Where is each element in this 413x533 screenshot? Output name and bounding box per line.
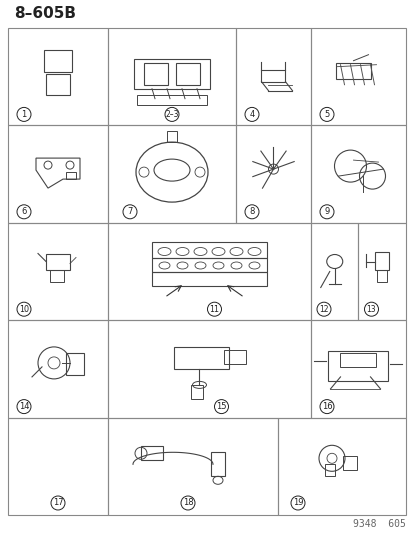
- Bar: [174, 347, 229, 369]
- Text: 18: 18: [182, 498, 193, 507]
- Circle shape: [316, 302, 330, 316]
- Bar: [166, 131, 177, 142]
- Text: 6: 6: [21, 207, 26, 216]
- Bar: [44, 50, 72, 72]
- Text: 8–605B: 8–605B: [14, 6, 76, 21]
- Circle shape: [290, 496, 304, 510]
- Bar: [152, 257, 267, 271]
- Bar: [144, 63, 168, 85]
- Bar: [50, 270, 64, 281]
- Text: 15: 15: [216, 402, 226, 411]
- Circle shape: [319, 108, 333, 122]
- Bar: [134, 59, 209, 88]
- Bar: [141, 446, 163, 461]
- Text: 13: 13: [366, 305, 375, 314]
- Circle shape: [180, 496, 195, 510]
- Bar: [324, 464, 334, 477]
- Text: 1: 1: [21, 110, 26, 119]
- Circle shape: [214, 400, 228, 414]
- Circle shape: [207, 302, 221, 316]
- Text: 16: 16: [321, 402, 332, 411]
- Bar: [46, 254, 70, 270]
- Bar: [374, 252, 388, 270]
- Bar: [66, 172, 76, 179]
- Bar: [46, 74, 70, 95]
- Bar: [137, 95, 206, 104]
- Circle shape: [319, 205, 333, 219]
- Bar: [339, 353, 375, 367]
- Circle shape: [123, 205, 137, 219]
- Text: 7: 7: [127, 207, 133, 216]
- Text: 11: 11: [209, 305, 219, 314]
- Text: 9348  605: 9348 605: [352, 519, 405, 529]
- Bar: [211, 453, 224, 477]
- Text: 14: 14: [19, 402, 29, 411]
- Bar: [176, 63, 199, 85]
- Circle shape: [165, 108, 178, 122]
- Circle shape: [51, 496, 65, 510]
- Circle shape: [319, 400, 333, 414]
- Bar: [376, 270, 386, 281]
- Circle shape: [363, 302, 377, 316]
- Bar: [152, 271, 267, 286]
- Circle shape: [244, 108, 259, 122]
- Text: 5: 5: [324, 110, 329, 119]
- Bar: [336, 63, 370, 79]
- Text: 10: 10: [19, 305, 29, 314]
- Bar: [66, 353, 84, 375]
- Text: 17: 17: [52, 498, 63, 507]
- Circle shape: [17, 108, 31, 122]
- Bar: [224, 350, 246, 364]
- Bar: [152, 241, 267, 257]
- Circle shape: [17, 302, 31, 316]
- Text: 12: 12: [318, 305, 328, 314]
- Bar: [342, 456, 356, 470]
- Circle shape: [17, 400, 31, 414]
- Text: 8: 8: [249, 207, 254, 216]
- Circle shape: [17, 205, 31, 219]
- Text: 4: 4: [249, 110, 254, 119]
- Text: 19: 19: [292, 498, 302, 507]
- Text: 2–3: 2–3: [165, 110, 178, 119]
- Bar: [328, 351, 387, 381]
- Bar: [191, 385, 203, 399]
- Text: 9: 9: [324, 207, 329, 216]
- Circle shape: [244, 205, 259, 219]
